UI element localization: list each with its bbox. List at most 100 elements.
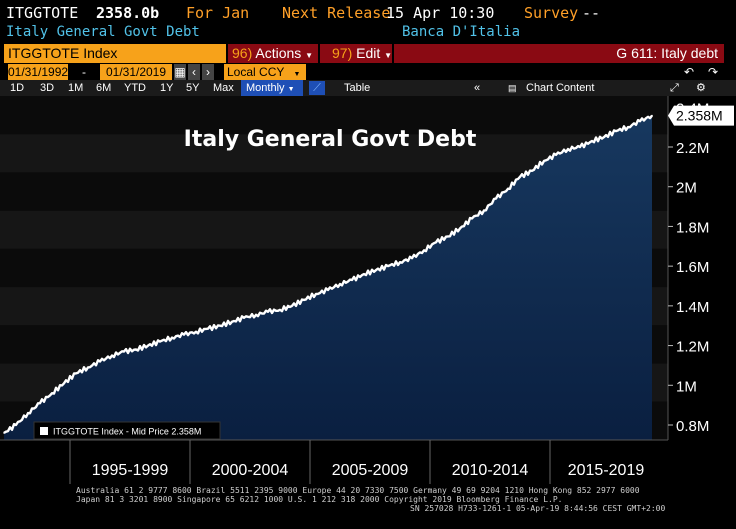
edit-dropdown-icon: ▼	[384, 51, 393, 60]
data-point-2017-07	[615, 130, 617, 132]
background-band	[0, 96, 668, 135]
data-point-2003-01	[267, 311, 269, 313]
expand-icon[interactable]: ⤢	[670, 82, 679, 94]
period-3d[interactable]: 3D	[40, 82, 55, 94]
gear-icon[interactable]: ⚙	[696, 82, 706, 94]
data-point-2017-01	[603, 136, 605, 138]
currency-select[interactable]: Local CCY ▼	[224, 64, 306, 80]
data-point-1993-01	[27, 412, 29, 414]
data-point-2008-07	[399, 261, 401, 264]
chart-title: Italy General Govt Debt	[184, 127, 477, 152]
data-point-1999-01	[171, 336, 173, 339]
data-point-1998-07	[159, 340, 161, 343]
next-release-label: Next Release	[282, 4, 391, 22]
redo-icon[interactable]: ↷	[707, 65, 719, 79]
end-date-field[interactable]: 01/31/2019	[100, 64, 172, 80]
legend-swatch	[40, 427, 48, 435]
data-point-2016-07	[591, 140, 593, 142]
data-point-1997-07	[135, 348, 137, 351]
period: For Jan	[186, 4, 250, 22]
data-point-1996-07	[111, 354, 113, 357]
legend-box	[33, 421, 221, 440]
date-bar: 01/31/1992 - 01/31/2019 ▦ ‹ › Local CCY …	[0, 64, 736, 80]
data-point-2014-07	[543, 160, 545, 162]
survey-label: Survey	[524, 4, 579, 22]
data-point-2018-01	[627, 126, 629, 128]
period-5y[interactable]: 5Y	[186, 82, 200, 94]
date-separator: -	[82, 65, 86, 79]
data-point-1995-07	[87, 366, 89, 369]
undo-icon[interactable]: ↶	[683, 65, 695, 79]
data-point-2010-01	[435, 241, 437, 244]
y-tick-label: 1M	[676, 378, 697, 395]
command-bar: ITGGTOTE Index 96) Actions ▼ 97) Edit ▼ …	[0, 44, 736, 63]
edit-label: Edit	[356, 45, 381, 61]
x-axis: 1995-1999 2000-2004 2005-2009 2010-2014 2015…	[69, 440, 644, 484]
security-description: Italy General Govt Debt	[6, 24, 200, 40]
x-period-label: 2010-2014	[452, 462, 529, 479]
y-tick-label: 1.2M	[676, 339, 709, 356]
series-points	[3, 114, 653, 434]
series-area	[4, 115, 652, 440]
start-date-field[interactable]: 01/31/1992	[8, 64, 69, 80]
y-tick-label: 2.2M	[676, 140, 709, 157]
chart-content-icon: ▤	[508, 83, 517, 93]
chart-toolbar: 1D 3D 1M 6M YTD 1Y 5Y Max Monthly ▼ ⟋ Ta…	[0, 80, 736, 96]
calendar-icon[interactable]: ▦	[174, 64, 186, 80]
data-point-2004-01	[291, 305, 293, 307]
frequency-label: Monthly	[246, 82, 285, 94]
actions-button[interactable]: 96) Actions ▼	[228, 44, 318, 63]
chart-type-icon[interactable]: ⟋	[309, 81, 325, 95]
legend-label: ITGGTOTE Index - Mid Price 2.358M	[53, 427, 201, 437]
period-1y[interactable]: 1Y	[160, 82, 174, 94]
actions-num: 96)	[232, 45, 253, 61]
data-point-2000-07	[207, 327, 209, 330]
data-point-1995-01	[75, 372, 77, 375]
data-point-2016-01	[579, 146, 581, 148]
last-value-label: 2.358M	[676, 108, 723, 124]
data-point-2006-01	[339, 283, 341, 285]
frequency-select[interactable]: Monthly ▼	[241, 80, 303, 96]
next-arrow-icon[interactable]: ›	[202, 64, 214, 80]
data-point-1996-01	[99, 360, 101, 363]
security-field[interactable]: ITGGTOTE Index	[4, 44, 226, 63]
period-ytd[interactable]: YTD	[124, 82, 146, 94]
edit-button[interactable]: 97) Edit ▼	[320, 44, 392, 63]
chart-content-button[interactable]: Chart Content	[526, 82, 595, 94]
x-period-label: 2000-2004	[212, 462, 289, 479]
actions-label: Actions	[255, 45, 302, 61]
data-point-2005-07	[327, 289, 329, 291]
data-point-2002-01	[243, 317, 245, 319]
y-tick-label: 1.6M	[676, 259, 709, 276]
data-point-2012-01	[483, 209, 485, 212]
table-button[interactable]: Table	[344, 82, 371, 94]
period-max[interactable]: Max	[213, 82, 234, 94]
footer-line-1: Australia 61 2 9777 8600 Brazil 5511 239…	[76, 486, 640, 495]
ticker: ITGGTOTE	[6, 4, 79, 22]
latest-value: 2358.0b	[96, 4, 160, 22]
data-point-2009-07	[423, 249, 425, 252]
data-point-2011-01	[459, 227, 461, 230]
data-point-2005-01	[315, 293, 317, 295]
y-tick-label: 1.8M	[676, 219, 709, 236]
prev-arrow-icon[interactable]: ‹	[188, 64, 200, 80]
currency-label: Local CCY	[227, 65, 285, 79]
double-chevron-left-icon[interactable]: «	[474, 82, 481, 94]
edit-num: 97)	[332, 45, 353, 61]
survey-value: --	[582, 4, 601, 22]
data-point-2015-01	[555, 154, 557, 156]
next-release-date: 15 Apr 10:30	[386, 4, 495, 22]
y-tick-label: 0.8M	[676, 418, 709, 435]
page-label-bar: G 611: Italy debt	[394, 44, 724, 63]
data-point-2007-07	[375, 269, 377, 271]
source: Banca D'Italia	[402, 24, 521, 40]
y-tick-label: 1.4M	[676, 299, 709, 316]
data-point-2007-01	[363, 273, 365, 275]
currency-dropdown-icon: ▼	[293, 71, 301, 78]
footer-line-3: SN 257028 H733-1261-1 05-Apr-19 8:44:56 …	[410, 504, 665, 513]
period-1d[interactable]: 1D	[10, 82, 25, 94]
period-1m[interactable]: 1M	[68, 82, 84, 94]
period-6m[interactable]: 6M	[96, 82, 112, 94]
